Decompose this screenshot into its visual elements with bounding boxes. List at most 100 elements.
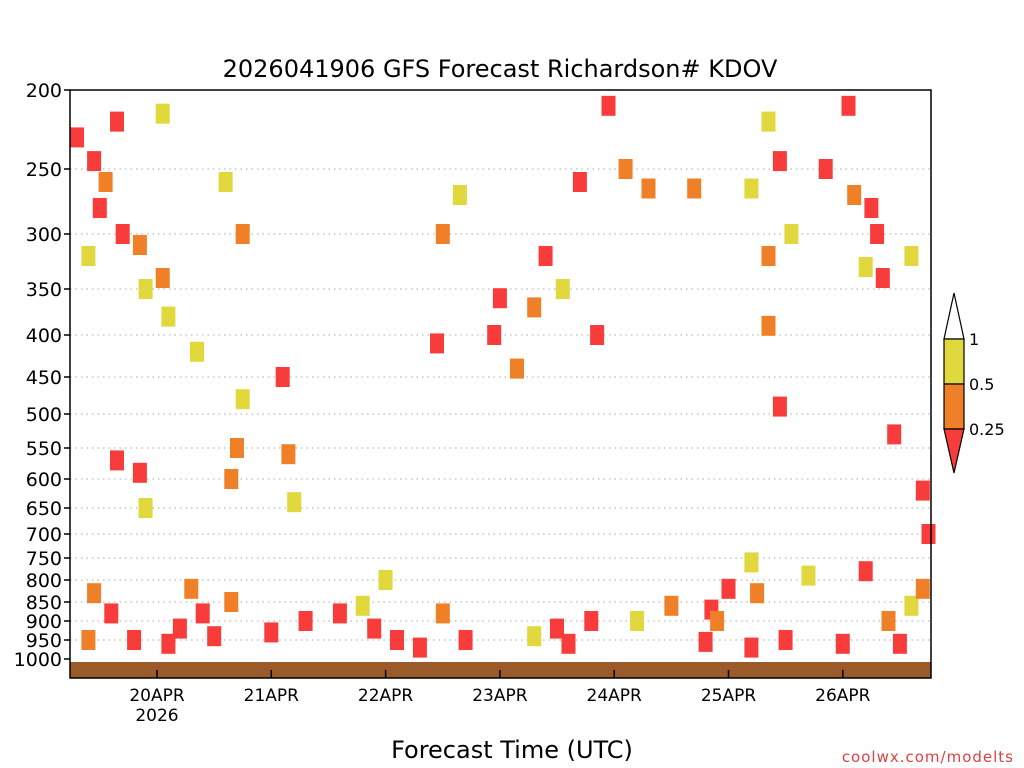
y-tick-label: 450 bbox=[26, 367, 62, 389]
x-tick-label: 22APR bbox=[358, 686, 414, 706]
data-cell bbox=[870, 224, 885, 244]
data-cell bbox=[904, 595, 919, 616]
data-cell bbox=[875, 268, 890, 288]
data-cell bbox=[172, 618, 187, 639]
data-cell bbox=[887, 424, 902, 445]
data-cell bbox=[378, 570, 393, 590]
colorbar-segment-yellow bbox=[943, 338, 965, 385]
data-cell bbox=[87, 151, 102, 172]
data-cell bbox=[527, 626, 542, 647]
colorbar-label: 1 bbox=[969, 330, 979, 349]
data-cell bbox=[761, 246, 776, 266]
data-cell bbox=[412, 637, 427, 658]
y-tick-label: 750 bbox=[26, 548, 62, 570]
data-cell bbox=[190, 341, 204, 362]
data-cell bbox=[298, 611, 313, 631]
data-cell bbox=[224, 469, 239, 489]
data-cell bbox=[70, 127, 84, 148]
y-tick-label: 350 bbox=[26, 279, 62, 301]
data-cell bbox=[487, 325, 502, 345]
data-cell bbox=[698, 631, 713, 652]
y-tick-label: 400 bbox=[26, 325, 62, 347]
data-cell bbox=[161, 306, 176, 327]
data-cell bbox=[281, 444, 296, 465]
data-cell bbox=[784, 224, 799, 244]
data-cell bbox=[224, 592, 239, 612]
data-cell bbox=[132, 235, 147, 255]
credit-text: coolwx.com/modelts bbox=[842, 748, 1014, 766]
data-cell bbox=[761, 315, 776, 336]
data-cell bbox=[430, 333, 444, 354]
data-cell bbox=[155, 103, 170, 124]
data-cell bbox=[904, 246, 919, 266]
data-cell bbox=[230, 438, 244, 458]
data-cell bbox=[207, 626, 222, 647]
data-cell bbox=[630, 611, 645, 631]
colorbar-label: 0.25 bbox=[969, 420, 1005, 439]
data-cell bbox=[115, 224, 130, 244]
data-cell bbox=[847, 185, 862, 205]
y-tick-label: 900 bbox=[26, 611, 62, 633]
data-cell bbox=[915, 480, 930, 501]
colorbar-label: 0.5 bbox=[969, 375, 994, 394]
data-cell bbox=[710, 611, 725, 631]
y-axis: 200 250 300 350 400 450 500 550 600 650 7007508008… bbox=[14, 80, 70, 671]
data-cell bbox=[858, 561, 873, 582]
data-cell bbox=[864, 198, 879, 218]
data-cell bbox=[155, 268, 170, 288]
y-tick-label: 950 bbox=[26, 630, 62, 652]
data-cell bbox=[744, 552, 759, 573]
data-cell bbox=[538, 246, 553, 266]
data-cell bbox=[390, 630, 404, 650]
data-cell bbox=[772, 396, 787, 417]
chart-title: 2026041906 GFS Forecast Richardson# KDOV bbox=[223, 55, 778, 83]
gridlines bbox=[70, 168, 931, 641]
data-cell bbox=[275, 367, 290, 387]
data-cells bbox=[70, 95, 936, 658]
colorbar: 1 0.5 0.25 bbox=[943, 292, 1005, 474]
y-tick-label: 1000 bbox=[14, 649, 62, 671]
y-tick-label: 650 bbox=[26, 498, 62, 520]
colorbar-top-arrow bbox=[943, 292, 965, 340]
data-cell bbox=[641, 178, 656, 199]
x-tick-label: 25APR bbox=[701, 686, 757, 706]
data-cell bbox=[584, 611, 599, 631]
data-cell bbox=[618, 159, 633, 179]
colorbar-segment-orange bbox=[943, 383, 965, 430]
y-tick-label: 550 bbox=[26, 438, 62, 460]
data-cell bbox=[92, 198, 107, 218]
x-axis-title: Forecast Time (UTC) bbox=[391, 736, 633, 764]
data-cell bbox=[195, 603, 210, 624]
data-cell bbox=[332, 603, 347, 624]
data-cell bbox=[287, 492, 302, 513]
plot-frame bbox=[69, 89, 932, 679]
data-cell bbox=[138, 279, 153, 299]
data-cell bbox=[550, 618, 564, 639]
data-cell bbox=[235, 224, 250, 244]
data-cell bbox=[572, 172, 587, 192]
data-cell bbox=[687, 178, 702, 199]
data-cell bbox=[367, 618, 382, 639]
data-cell bbox=[801, 565, 816, 586]
data-cell bbox=[264, 622, 279, 643]
y-tick-label: 200 bbox=[26, 80, 62, 102]
data-cell bbox=[881, 611, 896, 631]
data-cell bbox=[510, 358, 524, 379]
y-tick-label: 800 bbox=[26, 570, 62, 592]
colorbar-bottom-arrow bbox=[943, 428, 965, 474]
data-cell bbox=[561, 633, 576, 654]
data-cell bbox=[841, 95, 856, 116]
x-tick-label: 23APR bbox=[472, 686, 528, 706]
y-tick-label: 600 bbox=[26, 469, 62, 491]
data-cell bbox=[858, 257, 873, 277]
x-year-label: 2026 bbox=[135, 706, 178, 726]
data-cell bbox=[527, 297, 542, 318]
data-cell bbox=[835, 633, 850, 654]
data-cell bbox=[892, 633, 907, 654]
y-tick-label: 700 bbox=[26, 524, 62, 546]
data-cell bbox=[435, 224, 450, 244]
data-cell bbox=[355, 595, 370, 616]
data-cell bbox=[601, 95, 616, 116]
data-cell bbox=[818, 159, 833, 179]
